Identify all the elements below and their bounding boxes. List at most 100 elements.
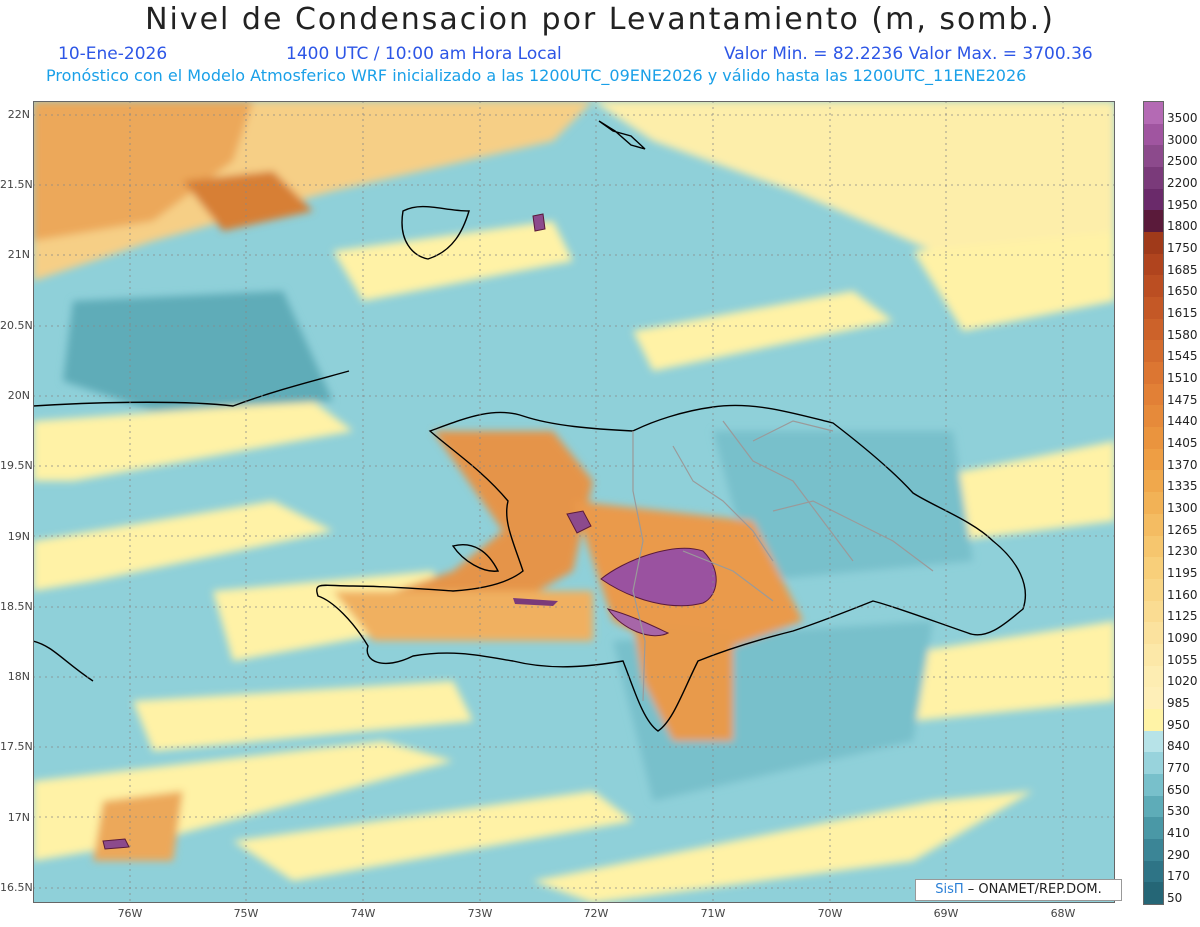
legend-swatch (1144, 795, 1163, 818)
lcl-map (33, 101, 1115, 903)
legend-swatch (1144, 535, 1163, 558)
map-title: Nivel de Condensacion por Levantamiento … (145, 2, 1055, 37)
legend-label: 1230 (1167, 544, 1198, 559)
legend-swatch (1144, 448, 1163, 471)
legend-label: 1300 (1167, 501, 1198, 515)
legend-label: 2500 (1167, 154, 1198, 169)
legend-swatch (1144, 427, 1163, 450)
legend-label: 1545 (1167, 349, 1198, 364)
lat-label: 20.5N (0, 319, 33, 332)
high-lcl-zone-5 (532, 213, 546, 232)
legend-swatch (1144, 167, 1163, 190)
legend-swatch (1144, 730, 1163, 753)
high-lcl-zone-3 (566, 510, 592, 534)
legend-label: 1020 (1167, 674, 1198, 689)
legend-swatch (1144, 492, 1163, 515)
legend-label: 1125 (1167, 609, 1198, 624)
legend-swatch (1144, 687, 1163, 710)
legend-swatch (1144, 232, 1163, 255)
legend-swatch (1144, 362, 1163, 385)
color-legend (1143, 101, 1164, 905)
legend-swatch (1144, 383, 1163, 406)
legend-swatch (1144, 557, 1163, 580)
lon-label: 68W (1050, 907, 1076, 920)
legend-label: 1405 (1167, 435, 1198, 450)
legend-swatch (1144, 253, 1163, 276)
legend-label: 3500 (1167, 110, 1198, 125)
legend-label: 170 (1167, 869, 1190, 884)
legend-swatch (1144, 405, 1163, 428)
lon-label: 74W (350, 907, 376, 920)
lat-label: 19.5N (0, 459, 33, 472)
legend-label: 1265 (1167, 522, 1198, 537)
high-lcl-zone-6 (513, 598, 558, 606)
legend-swatch (1144, 773, 1163, 797)
legend-swatch (1144, 882, 1163, 905)
jamaica-coast (33, 640, 94, 682)
lat-label: 19N (7, 530, 30, 543)
lon-label: 69W (933, 907, 959, 920)
lat-label: 17N (7, 811, 30, 824)
legend-label: 2200 (1167, 175, 1198, 190)
coastlines (33, 120, 1027, 732)
legend-swatch (1144, 340, 1163, 363)
time-label: 1400 UTC / 10:00 am Hora Local (286, 44, 562, 64)
legend-label: 1090 (1167, 631, 1198, 646)
legend-label: 985 (1167, 696, 1190, 711)
legend-swatch (1144, 188, 1163, 211)
turks-caicos (598, 120, 646, 150)
credit-box: SisΠ – ONAMET/REP.DOM. (915, 879, 1122, 901)
high-lcl-zone-2 (606, 608, 670, 637)
high-lcl-zone-4 (102, 838, 130, 850)
legend-swatch (1144, 838, 1163, 862)
legend-label: 1370 (1167, 457, 1198, 472)
gonave-island (451, 544, 500, 572)
legend-label: 650 (1167, 782, 1190, 797)
legend-label: 410 (1167, 826, 1190, 841)
legend-label: 1615 (1167, 305, 1198, 320)
legend-label: 1160 (1167, 587, 1198, 602)
legend-label: 770 (1167, 761, 1190, 776)
legend-label: 1750 (1167, 240, 1198, 255)
lon-label: 72W (583, 907, 609, 920)
legend-label: 1950 (1167, 197, 1198, 212)
legend-label: 1685 (1167, 262, 1198, 277)
lon-label: 76W (117, 907, 143, 920)
legend-swatch (1144, 297, 1163, 320)
legend-swatch (1144, 578, 1163, 602)
legend-label: 1475 (1167, 392, 1198, 407)
lat-label: 20N (7, 389, 30, 402)
legend-label: 1440 (1167, 414, 1198, 429)
forecast-info: Pronóstico con el Modelo Atmosferico WRF… (46, 66, 1027, 85)
legend-swatch (1144, 708, 1163, 732)
lon-label: 71W (700, 907, 726, 920)
legend-label: 50 (1167, 891, 1183, 906)
legend-label: 1055 (1167, 652, 1198, 667)
cuba-coast (33, 370, 350, 407)
legend-label: 290 (1167, 847, 1190, 862)
legend-swatch (1144, 123, 1163, 146)
lon-label: 70W (817, 907, 843, 920)
legend-label: 1195 (1167, 566, 1198, 581)
province-borders (632, 420, 934, 702)
lat-label: 22N (7, 108, 30, 121)
legend-swatch (1144, 622, 1163, 645)
lat-label: 21.5N (0, 178, 33, 191)
legend-label: 840 (1167, 739, 1190, 754)
legend-swatch (1144, 513, 1163, 536)
legend-label: 3000 (1167, 132, 1198, 147)
legend-swatch (1144, 752, 1163, 775)
legend-label: 1800 (1167, 219, 1198, 234)
minmax-label: Valor Min. = 82.2236 Valor Max. = 3700.3… (724, 44, 1093, 64)
great-inagua (401, 205, 470, 260)
graticule (33, 101, 1115, 903)
legend-label: 1510 (1167, 370, 1198, 385)
credit-org: – ONAMET/REP.DOM. (963, 882, 1102, 897)
sispi-logo: SisΠ (935, 882, 964, 897)
legend-swatch (1144, 275, 1163, 298)
lat-label: 21N (7, 248, 30, 261)
legend-swatch (1144, 102, 1163, 125)
field-shading (33, 101, 1115, 903)
legend-label: 950 (1167, 717, 1190, 732)
lat-label: 18N (7, 670, 30, 683)
